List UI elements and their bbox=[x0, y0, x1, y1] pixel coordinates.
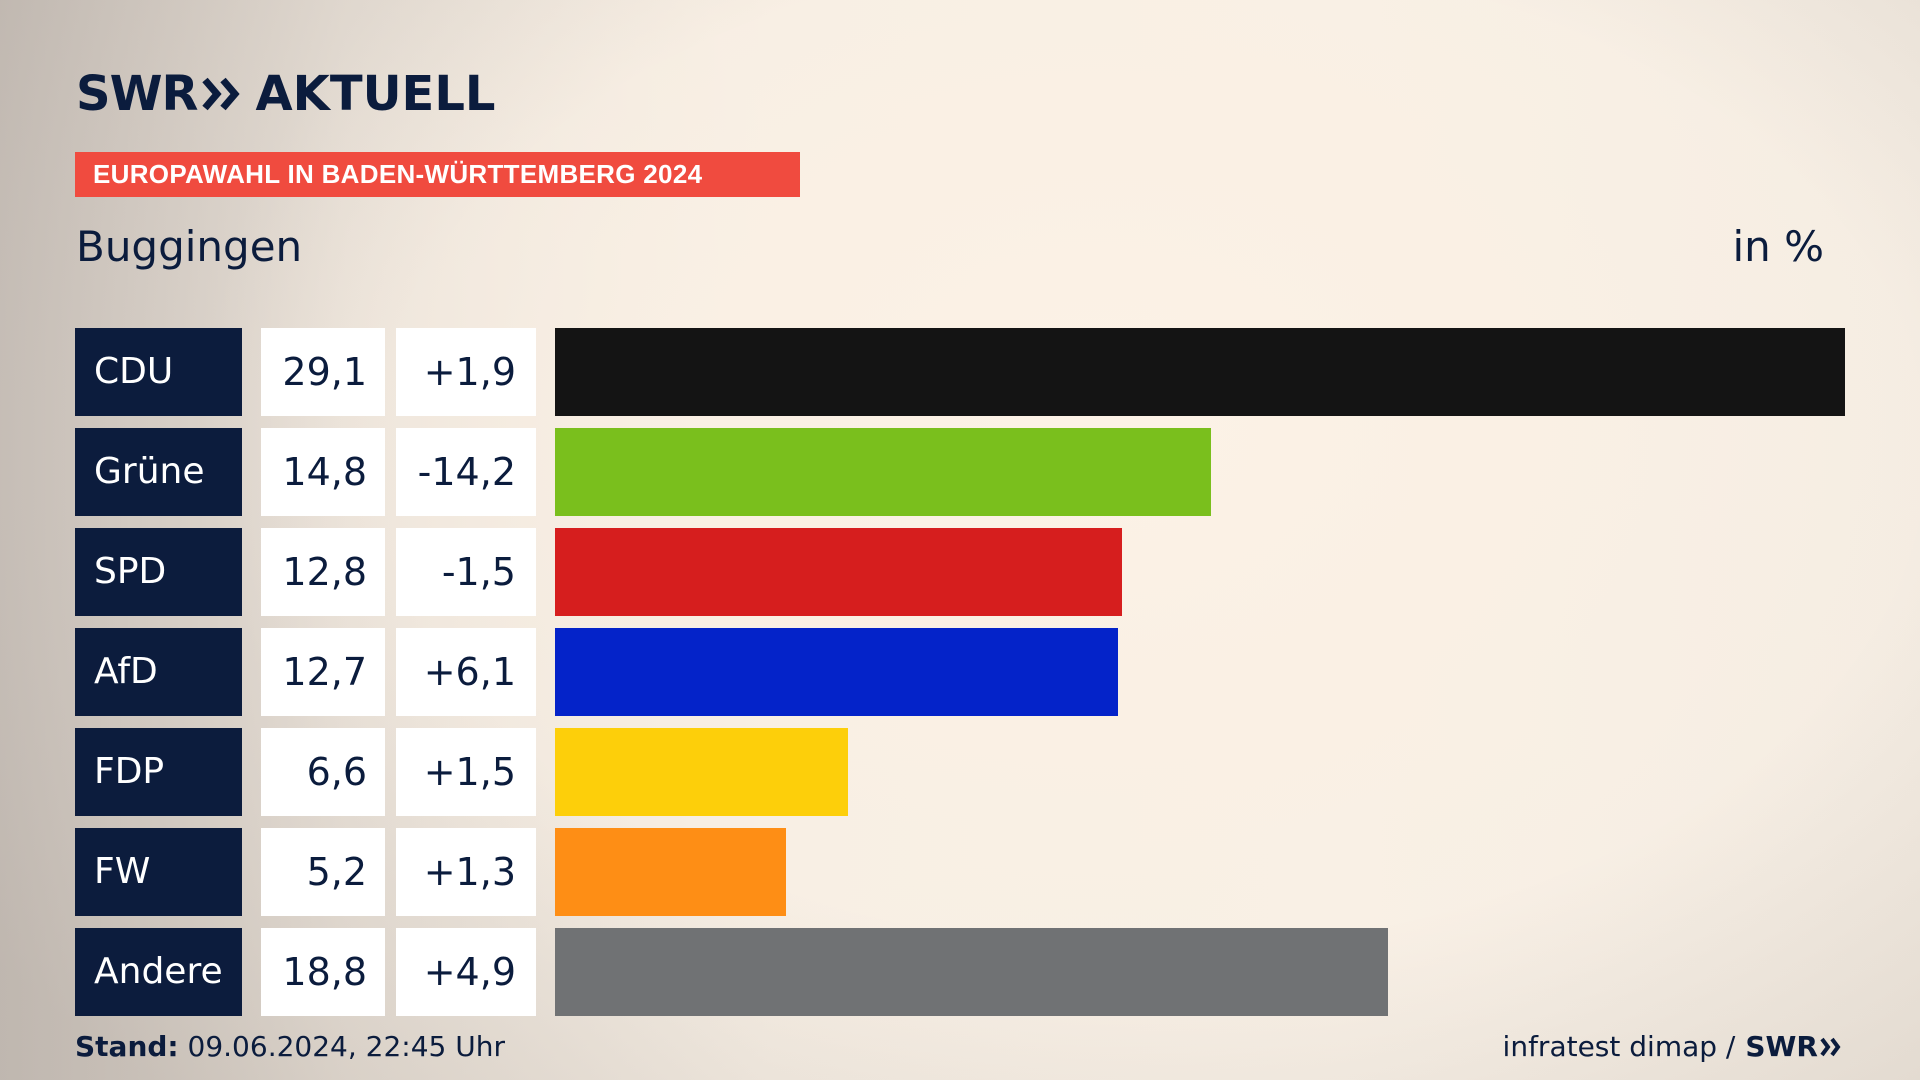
result-row: Andere 18,8 +4,9 bbox=[75, 928, 1845, 1016]
change-label: +1,5 bbox=[396, 728, 536, 816]
logo-product: AKTUELL bbox=[255, 66, 496, 122]
party-label: CDU bbox=[75, 328, 242, 416]
result-bar bbox=[555, 428, 1211, 516]
double-chevron-right-icon bbox=[202, 77, 241, 111]
party-label: Grüne bbox=[75, 428, 242, 516]
result-bar bbox=[555, 728, 848, 816]
party-label: FDP bbox=[75, 728, 242, 816]
source-text: infratest dimap / bbox=[1502, 1030, 1736, 1063]
footer-brand: SWR bbox=[1745, 1030, 1844, 1063]
election-banner: EUROPAWAHL IN BADEN-WÜRTTEMBERG 2024 bbox=[75, 152, 800, 197]
change-label: -1,5 bbox=[396, 528, 536, 616]
result-bar bbox=[555, 828, 786, 916]
timestamp: Stand: 09.06.2024, 22:45 Uhr bbox=[75, 1030, 505, 1063]
vote-share-label: 12,7 bbox=[261, 628, 385, 716]
vote-share-label: 12,8 bbox=[261, 528, 385, 616]
change-label: +6,1 bbox=[396, 628, 536, 716]
change-label: -14,2 bbox=[396, 428, 536, 516]
vote-share-label: 18,8 bbox=[261, 928, 385, 1016]
result-row: FW 5,2 +1,3 bbox=[75, 828, 1845, 916]
result-row: FDP 6,6 +1,5 bbox=[75, 728, 1845, 816]
stand-value: 09.06.2024, 22:45 Uhr bbox=[187, 1030, 505, 1063]
place-title: Buggingen bbox=[76, 222, 303, 271]
result-bar bbox=[555, 928, 1388, 1016]
result-bar bbox=[555, 528, 1122, 616]
party-label: SPD bbox=[75, 528, 242, 616]
result-row: AfD 12,7 +6,1 bbox=[75, 628, 1845, 716]
result-row: SPD 12,8 -1,5 bbox=[75, 528, 1845, 616]
double-chevron-right-icon bbox=[1820, 1037, 1841, 1056]
result-bar bbox=[555, 328, 1845, 416]
change-label: +1,3 bbox=[396, 828, 536, 916]
result-bar bbox=[555, 628, 1118, 716]
vote-share-label: 5,2 bbox=[261, 828, 385, 916]
stand-label: Stand: bbox=[75, 1030, 179, 1063]
party-label: FW bbox=[75, 828, 242, 916]
vote-share-label: 29,1 bbox=[261, 328, 385, 416]
logo-brand: SWR bbox=[76, 66, 198, 122]
unit-label: in % bbox=[1732, 222, 1824, 271]
result-row: CDU 29,1 +1,9 bbox=[75, 328, 1845, 416]
party-label: AfD bbox=[75, 628, 242, 716]
vote-share-label: 6,6 bbox=[261, 728, 385, 816]
change-label: +1,9 bbox=[396, 328, 536, 416]
result-row: Grüne 14,8 -14,2 bbox=[75, 428, 1845, 516]
change-label: +4,9 bbox=[396, 928, 536, 1016]
source-credit: infratest dimap / SWR bbox=[1503, 1030, 1844, 1063]
party-label: Andere bbox=[75, 928, 242, 1016]
vote-share-label: 14,8 bbox=[261, 428, 385, 516]
swr-aktuell-logo: SWR AKTUELL bbox=[76, 66, 496, 122]
footer-brand-text: SWR bbox=[1745, 1030, 1818, 1063]
